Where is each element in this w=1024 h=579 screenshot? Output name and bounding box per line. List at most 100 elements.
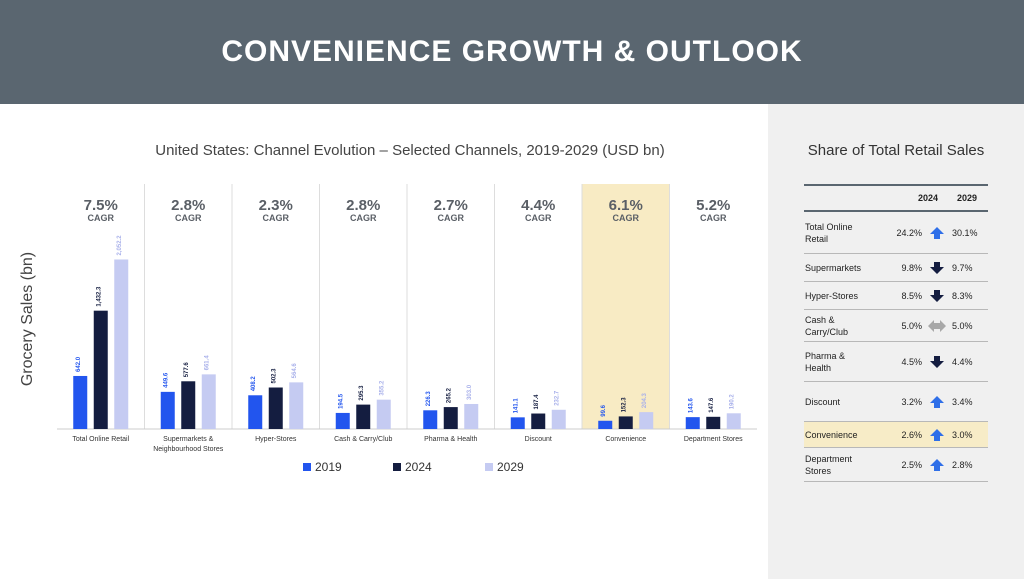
share-2024-value: 3.2%	[901, 396, 922, 407]
bar-2024	[93, 310, 108, 429]
bar-2029	[376, 399, 391, 429]
share-2024-value: 5.0%	[901, 320, 922, 331]
share-2024-value: 24.2%	[896, 227, 922, 238]
legend-label-2029: 2029	[497, 460, 524, 474]
bar-2024	[706, 416, 721, 429]
bar-2029	[639, 412, 654, 429]
header-2024: 2024	[917, 193, 939, 203]
bar-2024	[181, 381, 196, 429]
category-label: Supermarkets &	[163, 436, 214, 443]
share-row-name: Hyper-Stores	[804, 290, 886, 302]
legend-swatch-2029	[485, 463, 493, 471]
legend-label-2024: 2024	[405, 460, 432, 474]
highlight-column	[582, 184, 670, 429]
share-table-title: Share of Total Retail Sales	[807, 142, 985, 159]
bar-2024	[356, 404, 371, 429]
category-label: Hyper-Stores	[255, 436, 297, 443]
share-row-name-line: Pharma &	[805, 350, 846, 361]
bar-2019	[423, 410, 438, 429]
chart-panel: United States: Channel Evolution – Selec…	[0, 104, 768, 579]
y-axis-label: Grocery Sales (bn)	[19, 251, 36, 387]
down-arrow-icon	[922, 261, 952, 274]
bar-label-2019: 99.6	[601, 404, 607, 416]
cagr-label: CAGR	[263, 213, 290, 223]
cagr-value: 4.4%	[521, 197, 555, 214]
header-2029: 2029	[956, 193, 978, 203]
page-title: CONVENIENCE GROWTH & OUTLOOK	[221, 35, 803, 68]
legend-label-2019: 2019	[315, 460, 342, 474]
share-2029-value: 8.3%	[952, 290, 973, 301]
cagr-label: CAGR	[613, 213, 640, 223]
bar-label-2029: 661.4	[205, 355, 211, 371]
share-table-header: 2024 2029	[804, 184, 988, 212]
flat-arrow-icon	[922, 319, 952, 332]
cagr-value: 2.7%	[434, 197, 468, 214]
bar-2019	[685, 417, 700, 429]
cagr-label: CAGR	[700, 213, 727, 223]
up-arrow-icon	[922, 428, 952, 441]
share-row: Department Stores 2.5% 2.8%	[804, 448, 988, 482]
share-2029-value: 30.1%	[952, 227, 978, 238]
cagr-value: 2.8%	[346, 197, 380, 214]
share-2024-value: 2.6%	[901, 429, 922, 440]
bar-label-2019: 226.3	[426, 391, 432, 407]
share-2029-value: 9.7%	[952, 262, 973, 273]
share-row: Convenience 2.6% 3.0%	[804, 422, 988, 448]
legend-swatch-2019	[303, 463, 311, 471]
share-2029-value: 3.4%	[952, 396, 973, 407]
share-panel: Share of Total Retail Sales 2024 2029 To…	[768, 104, 1024, 579]
share-row-name-line: Total Online	[805, 221, 853, 232]
share-row-name-line: Department	[805, 453, 853, 464]
share-2024-value: 9.8%	[901, 262, 922, 273]
share-row-name-line: Convenience	[805, 429, 858, 440]
share-row-name-line: Supermarkets	[805, 262, 862, 273]
bar-label-2019: 449.6	[164, 372, 170, 388]
bar-label-2019: 141.1	[514, 398, 520, 414]
share-row: Discount 3.2% 3.4%	[804, 382, 988, 422]
up-arrow-icon	[922, 226, 952, 239]
share-row-name: Department Stores	[804, 453, 886, 477]
bar-label-2019: 194.5	[339, 393, 345, 409]
bar-2019	[73, 375, 88, 429]
bar-2029	[114, 259, 129, 429]
share-row-name-line: Cash &	[805, 314, 835, 325]
cagr-label: CAGR	[525, 213, 552, 223]
share-row: Cash & Carry/Club 5.0% 5.0%	[804, 310, 988, 342]
bar-label-2024: 1,432.3	[97, 286, 103, 307]
bar-label-2024: 577.6	[184, 362, 190, 378]
header-bar: CONVENIENCE GROWTH & OUTLOOK	[0, 0, 1024, 104]
bar-label-2029: 303.0	[467, 384, 473, 400]
share-2029-value: 5.0%	[952, 320, 973, 331]
bar-label-2024: 187.4	[534, 394, 540, 410]
category-label: Neighbourhood Stores	[153, 446, 224, 453]
bar-2029	[464, 403, 479, 429]
bar-label-2019: 143.6	[689, 397, 695, 413]
category-label: Total Online Retail	[72, 436, 129, 443]
share-row-name: Pharma & Health	[804, 350, 886, 374]
share-2024-value: 4.5%	[901, 356, 922, 367]
share-row-name-line: Retail	[805, 233, 829, 244]
bar-2019	[248, 395, 263, 429]
bar-2024	[443, 407, 458, 429]
bar-label-2019: 408.2	[251, 376, 257, 392]
bar-label-2029: 204.3	[642, 392, 648, 408]
up-arrow-icon	[922, 395, 952, 408]
share-row-name-line: Discount	[805, 396, 841, 407]
legend-swatch-2024	[393, 463, 401, 471]
cagr-label: CAGR	[438, 213, 465, 223]
cagr-label: CAGR	[350, 213, 377, 223]
share-table: 2024 2029 Total Online Retail 24.2% 30.1% Su…	[804, 184, 988, 482]
bar-label-2024: 147.6	[709, 397, 715, 413]
bar-2029	[551, 409, 566, 429]
share-2029-value: 3.0%	[952, 429, 973, 440]
down-arrow-icon	[922, 289, 952, 302]
cagr-value: 6.1%	[609, 197, 643, 214]
category-label: Cash & Carry/Club	[334, 436, 392, 443]
share-row-name-line: Stores	[805, 465, 832, 476]
bar-2019	[510, 417, 525, 429]
share-row-name-line: Health	[805, 362, 832, 373]
category-label: Discount	[525, 436, 552, 443]
up-arrow-icon	[922, 458, 952, 471]
bar-label-2024: 265.2	[447, 387, 453, 403]
